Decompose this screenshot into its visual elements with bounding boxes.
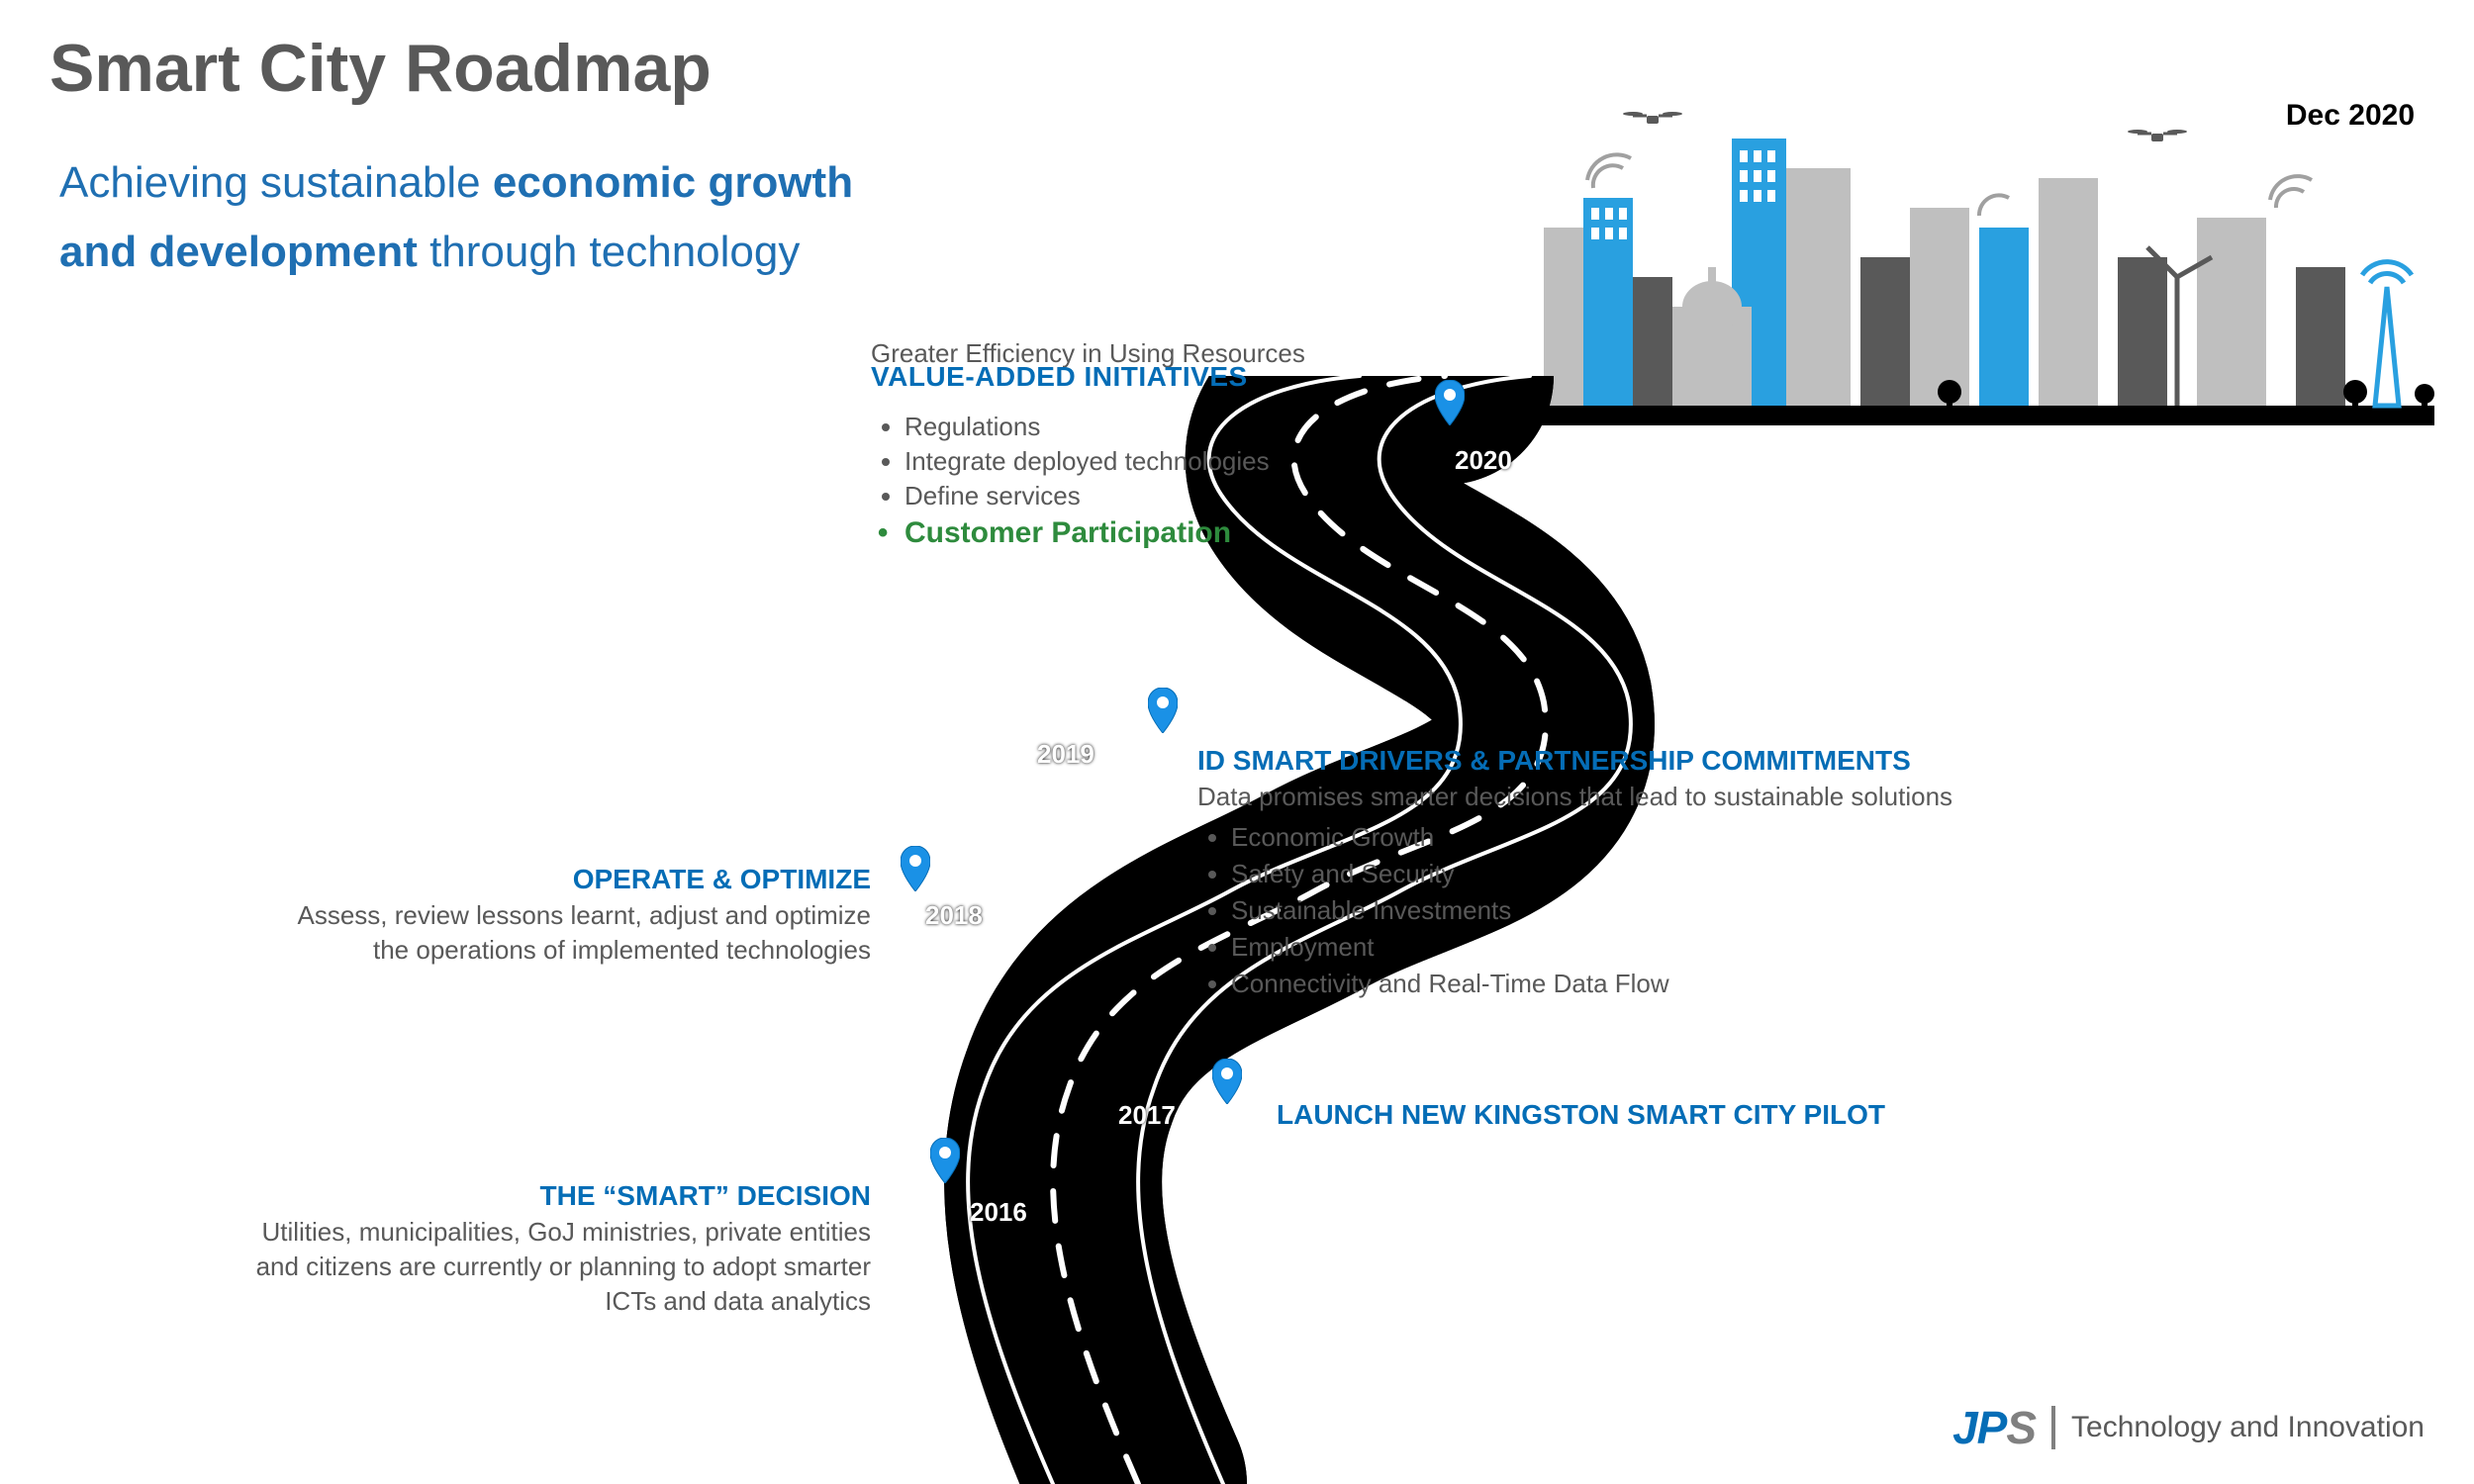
footer-tagline: Technology and Innovation: [2071, 1411, 2425, 1444]
m2017-drivers-heading: ID SMART DRIVERS & PARTNERSHIP COMMITMEN…: [1197, 742, 2187, 780]
m2016-heading: THE “SMART” DECISION: [238, 1177, 871, 1215]
subtitle-pre: Achieving sustainable: [59, 158, 493, 207]
m2017-b1: Safety and Security: [1231, 857, 2187, 891]
m2019-list: Regulations Integrate deployed technolog…: [871, 410, 1326, 554]
page-subtitle: Achieving sustainable economic growth an…: [59, 148, 853, 288]
page-title: Smart City Roadmap: [49, 30, 712, 107]
m2019-b1: Integrate deployed technologies: [904, 444, 1326, 479]
pin-2019: [1148, 688, 1178, 733]
footer-divider: [2051, 1406, 2055, 1449]
m2019-b0: Regulations: [904, 410, 1326, 444]
m2017-drivers-list: Economic Growth Safety and Security Sust…: [1197, 820, 2187, 1001]
year-2016: 2016: [970, 1197, 1027, 1228]
subtitle-post: through technology: [418, 228, 801, 276]
m2019-cp: Customer Participation: [904, 513, 1326, 554]
footer: JPS Technology and Innovation: [1952, 1401, 2425, 1454]
m2017-launch-heading: LAUNCH NEW KINGSTON SMART CITY PILOT: [1277, 1096, 2167, 1134]
milestone-2016: THE “SMART” DECISION Utilities, municipa…: [238, 1177, 871, 1319]
m2017-drivers-sub: Data promises smarter decisions that lea…: [1197, 780, 2187, 814]
year-2018: 2018: [925, 900, 983, 931]
m2017-b2: Sustainable Investments: [1231, 893, 2187, 928]
brand-logo: JPS: [1952, 1401, 2036, 1454]
m2018-heading: OPERATE & OPTIMIZE: [267, 861, 871, 898]
m2019-b2: Define services: [904, 479, 1326, 513]
year-2020: 2020: [1455, 445, 1512, 476]
m2018-body: Assess, review lessons learnt, adjust an…: [267, 898, 871, 968]
milestone-2019: Greater Efficiency in Using Resources VA…: [871, 336, 1326, 554]
subtitle-bold1: economic growth: [493, 158, 853, 207]
milestone-2017-drivers: ID SMART DRIVERS & PARTNERSHIP COMMITMEN…: [1197, 742, 2187, 1003]
m2019-va-heading: VALUE-ADDED INITIATIVES: [871, 358, 1248, 396]
m2017-b4: Connectivity and Real-Time Data Flow: [1231, 967, 2187, 1001]
pin-2017: [1212, 1059, 1242, 1104]
milestone-2017-launch: LAUNCH NEW KINGSTON SMART CITY PILOT: [1277, 1096, 2167, 1134]
pin-2018: [901, 846, 930, 891]
brand-j: J: [1952, 1402, 1977, 1453]
subtitle-bold2: development: [148, 228, 417, 276]
m2017-b0: Economic Growth: [1231, 820, 2187, 855]
pin-2016: [930, 1138, 960, 1183]
subtitle-mid-bold: and development: [59, 228, 418, 276]
milestone-2018: OPERATE & OPTIMIZE Assess, review lesson…: [267, 861, 871, 968]
m2016-body: Utilities, municipalities, GoJ ministrie…: [238, 1215, 871, 1319]
brand-s: S: [2006, 1402, 2036, 1453]
year-2019: 2019: [1037, 739, 1094, 770]
m2017-b3: Employment: [1231, 930, 2187, 965]
subtitle-mid: and: [59, 228, 148, 276]
brand-p: P: [1977, 1402, 2007, 1453]
year-2017: 2017: [1118, 1100, 1176, 1131]
pin-2020: [1435, 380, 1465, 425]
